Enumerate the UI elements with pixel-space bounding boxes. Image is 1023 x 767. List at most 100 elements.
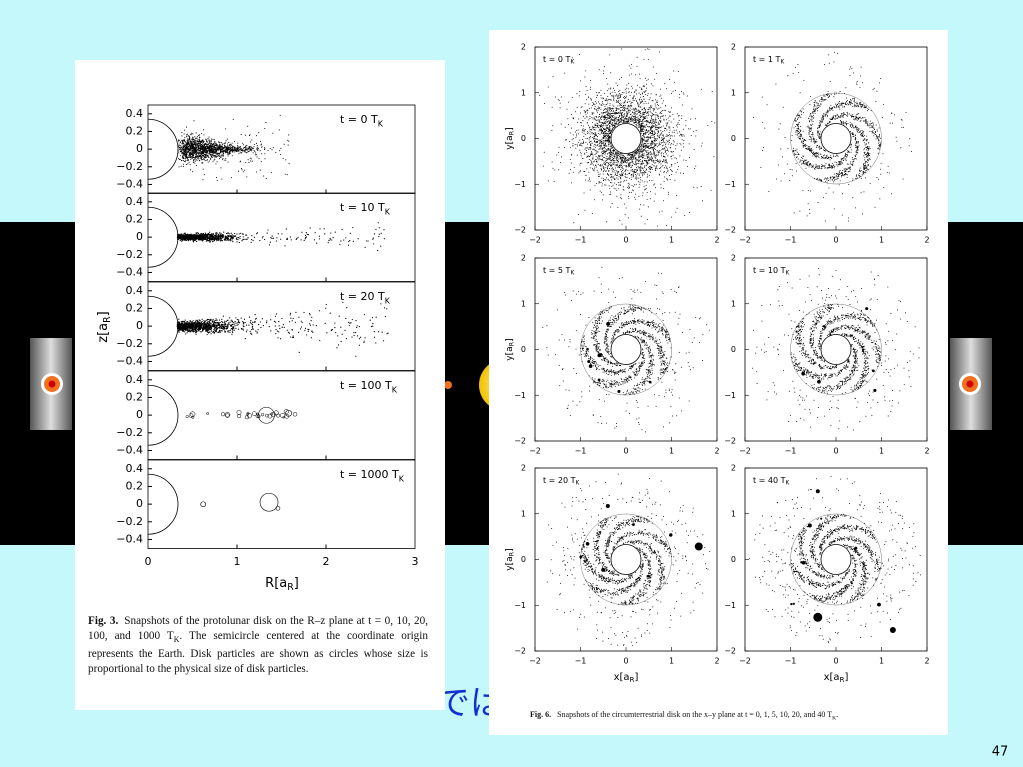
- particle: [279, 150, 280, 151]
- particle: [211, 323, 212, 324]
- particle: [227, 236, 228, 237]
- particle: [212, 155, 213, 156]
- particle: [234, 151, 235, 152]
- particle: [231, 326, 232, 327]
- particle: [231, 145, 232, 146]
- particle: [630, 103, 631, 104]
- particle: [380, 303, 381, 304]
- particle: [234, 330, 235, 331]
- particle: [613, 106, 614, 107]
- particle: [577, 144, 578, 145]
- particle: [229, 332, 230, 333]
- particle: [226, 148, 227, 149]
- particle: [604, 170, 605, 171]
- particle: [223, 237, 224, 238]
- particle: [211, 139, 212, 140]
- particle: [629, 184, 630, 185]
- particle: [231, 320, 232, 321]
- particle: [237, 145, 238, 146]
- particle: [657, 151, 658, 152]
- particle: [276, 240, 277, 241]
- x-tick-label: 0: [623, 236, 628, 245]
- particle: [210, 320, 211, 321]
- particle: [203, 169, 204, 170]
- particle: [196, 132, 197, 133]
- particle: [305, 328, 306, 329]
- particle: [186, 127, 187, 128]
- particle: [186, 136, 187, 137]
- particle: [224, 145, 225, 146]
- particle: [203, 158, 204, 159]
- particle: [635, 117, 636, 118]
- particle: [671, 135, 672, 136]
- particle: [219, 239, 220, 240]
- particle: [249, 316, 250, 317]
- particle: [281, 233, 282, 234]
- particle: [633, 119, 634, 120]
- particle: [277, 337, 278, 338]
- x-tick-label: 3: [412, 555, 419, 568]
- particle: [187, 158, 188, 159]
- particle: [211, 233, 212, 234]
- particle: [627, 174, 628, 175]
- particle: [193, 328, 194, 329]
- particle: [198, 143, 199, 144]
- particle: [240, 152, 241, 153]
- particle: [207, 334, 208, 335]
- x-tick-label: −2: [529, 236, 541, 245]
- particle: [608, 158, 609, 159]
- particle: [610, 207, 611, 208]
- particle: [210, 333, 211, 334]
- particle: [655, 126, 656, 127]
- particle: [216, 239, 217, 240]
- particle: [614, 178, 615, 179]
- particle: [191, 156, 192, 157]
- particle: [195, 149, 196, 150]
- particle: [185, 233, 186, 234]
- particle: [200, 149, 201, 150]
- x-tick-label: 2: [323, 555, 330, 568]
- particle: [646, 188, 647, 189]
- particle: [364, 341, 365, 342]
- particle: [644, 167, 645, 168]
- particle: [181, 241, 182, 242]
- particle: [661, 149, 662, 150]
- particle: [208, 319, 209, 320]
- particle: [192, 150, 193, 151]
- particle: [213, 139, 214, 140]
- particle: [363, 342, 364, 343]
- particle: [273, 238, 274, 239]
- particle: [245, 146, 246, 147]
- particle: [283, 158, 284, 159]
- particle: [214, 156, 215, 157]
- particle: [216, 240, 217, 241]
- particle: [343, 239, 344, 240]
- particle: [598, 101, 599, 102]
- particle: [200, 158, 201, 159]
- particle: [611, 154, 612, 155]
- particle: [195, 323, 196, 324]
- particle: [639, 104, 640, 105]
- particle: [598, 106, 599, 107]
- particle: [264, 158, 265, 159]
- particle: [328, 242, 329, 243]
- particle: [260, 321, 261, 322]
- particle: [639, 187, 640, 188]
- particle: [583, 126, 584, 127]
- particle: [266, 322, 267, 323]
- particle: [340, 240, 341, 241]
- particle: [235, 323, 236, 324]
- particle: [192, 325, 193, 326]
- particle: [614, 123, 615, 124]
- particle: [636, 171, 637, 172]
- particle: [348, 241, 349, 242]
- particle: [247, 239, 248, 240]
- particle: [192, 171, 193, 172]
- particle: [199, 139, 200, 140]
- panel-label: t = 10 TK: [340, 201, 391, 216]
- particle: [238, 319, 239, 320]
- particle: [272, 235, 273, 236]
- particle: [603, 163, 604, 164]
- particle: [657, 146, 658, 147]
- panel-label: t = 1000 TK: [340, 468, 405, 483]
